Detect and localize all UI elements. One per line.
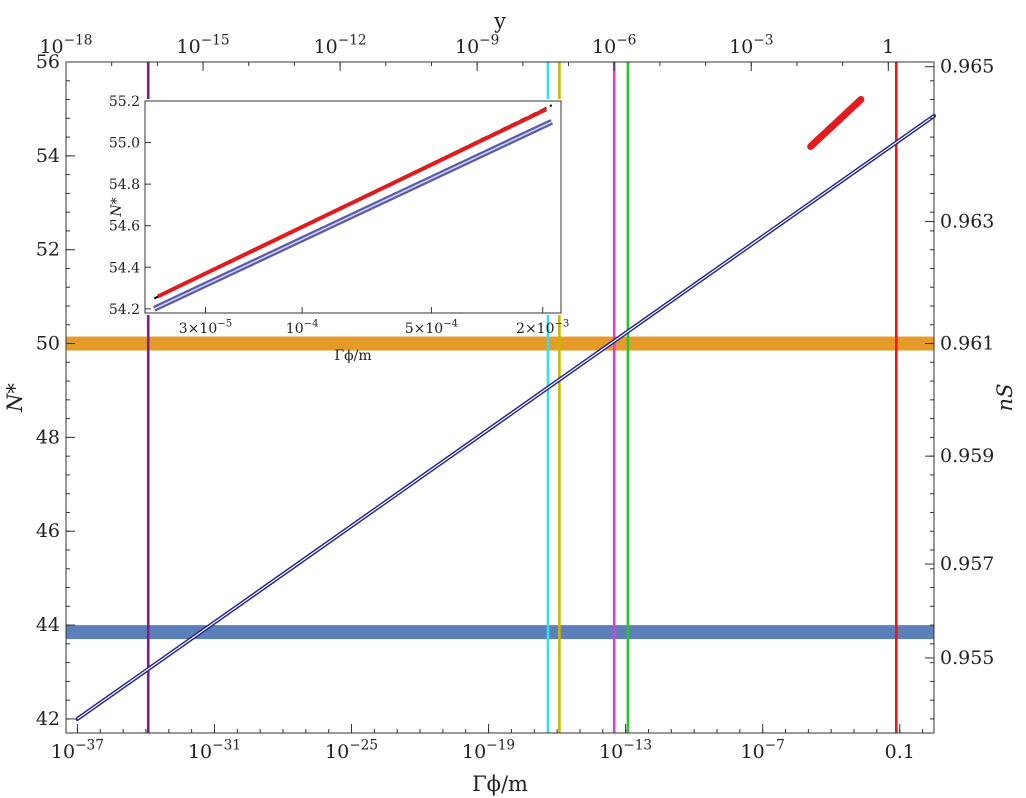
right-tick-label-5: 0.965 [940, 56, 994, 78]
x-tick-label-2: 10−25 [325, 737, 378, 763]
top-tick-label-5: 10−3 [729, 32, 773, 58]
y-tick-label-3: 48 [36, 426, 60, 448]
right-tick-label-4: 0.963 [940, 211, 994, 233]
right-tick-label-2: 0.959 [940, 445, 994, 467]
top-tick-label-3: 10−9 [455, 32, 499, 58]
inset-frame [144, 100, 562, 314]
x-tick-label-6: 0.1 [885, 741, 915, 763]
inset-y-tick-label-2: 54.6 [109, 219, 140, 235]
top-tick-label-6: 1 [882, 36, 894, 58]
inset-y-axis-label: N* [109, 197, 125, 217]
band-0 [66, 336, 934, 351]
right-axis-label: nS [993, 384, 1017, 412]
inset-x-tick-label-3: 2×10−3 [516, 319, 569, 337]
top-tick-label-2: 10−12 [314, 32, 367, 58]
top-axis-label: y [493, 9, 506, 33]
y-tick-label-2: 46 [36, 520, 60, 542]
inset-y-tick-label-4: 55.0 [109, 136, 140, 152]
x-axis-label: Γϕ/m [472, 772, 528, 796]
y-tick-label-5: 52 [36, 239, 60, 261]
series-line-highlight [77, 115, 935, 720]
x-tick-label-0: 10−37 [51, 737, 104, 763]
x-tick-label-4: 10−13 [599, 737, 652, 763]
plot-frame [65, 61, 935, 734]
y-tick-label-0: 42 [36, 708, 60, 730]
main-plot: 10−37 10−31 10−25 10−19 10−13 10−7 0.110−18 10−… [3, 9, 1017, 796]
inset-plot: 54.2 54.4 54.6 54.8 55.0 55.2 3×10−5 10−4 5×10−4… [109, 94, 570, 364]
inset-x-tick-label-1: 10−4 [286, 319, 319, 337]
right-tick-label-0: 0.955 [940, 647, 994, 669]
inset-x-axis-label: Γϕ/m [334, 348, 371, 364]
y-tick-label-1: 44 [36, 614, 60, 636]
top-tick-label-0: 10−18 [39, 32, 92, 58]
top-tick-label-4: 10−6 [592, 32, 636, 58]
inset-y-tick-label-5: 55.2 [109, 94, 140, 110]
right-tick-label-1: 0.957 [940, 553, 994, 575]
x-tick-label-5: 10−7 [741, 737, 785, 763]
x-tick-label-1: 10−31 [188, 737, 241, 763]
y-axis-label: N* [3, 383, 27, 413]
inset-band-core [153, 121, 553, 310]
inset-y-tick-label-1: 54.4 [109, 260, 140, 276]
inset-y-tick-label-0: 54.2 [109, 302, 140, 318]
inset-y-tick-label-3: 54.8 [109, 177, 140, 193]
y-tick-label-7: 56 [36, 51, 60, 73]
band-1 [66, 625, 934, 640]
y-tick-label-4: 50 [36, 333, 60, 355]
series-line-1 [807, 96, 865, 150]
inset-x-tick-label-0: 3×10−5 [179, 319, 232, 337]
inset-x-tick-label-2: 5×10−4 [405, 319, 458, 337]
inset-series-numerical [157, 107, 548, 299]
right-tick-label-3: 0.961 [940, 333, 994, 355]
y-tick-label-6: 54 [36, 145, 60, 167]
top-tick-label-1: 10−15 [177, 32, 230, 58]
x-tick-label-3: 10−19 [462, 737, 515, 763]
